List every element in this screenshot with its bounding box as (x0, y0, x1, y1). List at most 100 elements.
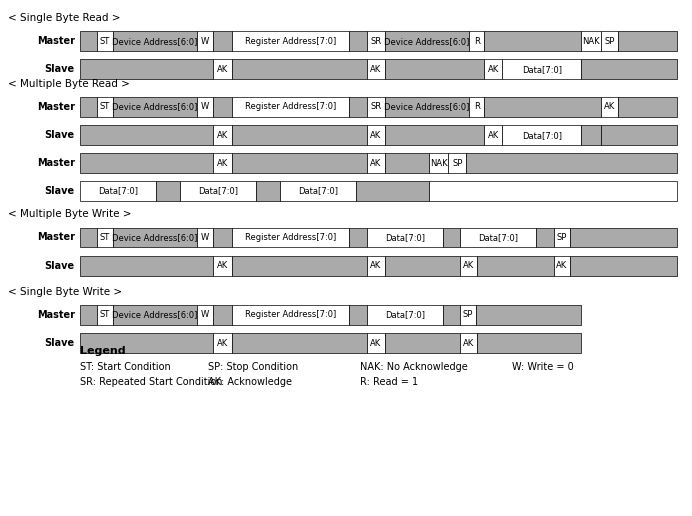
FancyBboxPatch shape (97, 31, 113, 51)
FancyBboxPatch shape (570, 228, 677, 247)
FancyBboxPatch shape (232, 97, 349, 117)
FancyBboxPatch shape (460, 305, 476, 325)
FancyBboxPatch shape (536, 228, 554, 247)
FancyBboxPatch shape (80, 333, 213, 353)
Text: W: W (201, 233, 209, 242)
Text: NAK: NAK (430, 158, 448, 168)
Text: AK: AK (488, 131, 499, 140)
FancyBboxPatch shape (460, 256, 477, 276)
Text: AK: AK (370, 158, 381, 168)
Text: ST: ST (100, 102, 110, 111)
Text: Master: Master (37, 36, 75, 46)
Text: Slave: Slave (44, 261, 75, 271)
FancyBboxPatch shape (460, 333, 477, 353)
Text: SP: SP (604, 37, 614, 46)
Text: < Single Byte Write >: < Single Byte Write > (8, 287, 122, 297)
FancyBboxPatch shape (80, 181, 156, 201)
Text: ST: ST (100, 310, 110, 319)
Text: Slave: Slave (44, 64, 75, 74)
Text: AK: AK (217, 131, 228, 140)
Text: SP: SP (463, 310, 473, 319)
FancyBboxPatch shape (80, 305, 97, 325)
Text: Device Address[6:0]: Device Address[6:0] (384, 37, 470, 46)
FancyBboxPatch shape (484, 31, 581, 51)
FancyBboxPatch shape (213, 59, 232, 79)
Text: SP: SP (453, 158, 462, 168)
FancyBboxPatch shape (232, 333, 367, 353)
Text: AK: AK (370, 261, 381, 270)
Text: Device Address[6:0]: Device Address[6:0] (112, 102, 198, 111)
FancyBboxPatch shape (385, 59, 484, 79)
FancyBboxPatch shape (213, 256, 232, 276)
Text: R: Read = 1: R: Read = 1 (360, 377, 418, 387)
FancyBboxPatch shape (197, 31, 213, 51)
FancyBboxPatch shape (618, 97, 677, 117)
Text: Data[7:0]: Data[7:0] (385, 233, 425, 242)
FancyBboxPatch shape (367, 31, 385, 51)
FancyBboxPatch shape (213, 125, 232, 145)
FancyBboxPatch shape (502, 125, 581, 145)
FancyBboxPatch shape (429, 181, 677, 201)
Text: Data[7:0]: Data[7:0] (298, 186, 338, 196)
FancyBboxPatch shape (367, 333, 385, 353)
FancyBboxPatch shape (349, 97, 367, 117)
FancyBboxPatch shape (570, 256, 677, 276)
Text: SR: SR (370, 102, 381, 111)
Text: SP: Stop Condition: SP: Stop Condition (208, 362, 298, 372)
FancyBboxPatch shape (385, 31, 469, 51)
FancyBboxPatch shape (197, 97, 213, 117)
Text: R: R (474, 37, 480, 46)
Text: Master: Master (37, 158, 75, 168)
Text: AK: AK (603, 102, 615, 111)
FancyBboxPatch shape (80, 228, 97, 247)
FancyBboxPatch shape (232, 125, 367, 145)
Text: Register Address[7:0]: Register Address[7:0] (245, 233, 336, 242)
FancyBboxPatch shape (180, 181, 256, 201)
Text: Register Address[7:0]: Register Address[7:0] (245, 37, 336, 46)
FancyBboxPatch shape (554, 228, 570, 247)
FancyBboxPatch shape (367, 228, 443, 247)
FancyBboxPatch shape (581, 59, 677, 79)
Text: < Multiple Byte Read >: < Multiple Byte Read > (8, 79, 130, 89)
Text: Device Address[6:0]: Device Address[6:0] (384, 102, 470, 111)
FancyBboxPatch shape (385, 97, 469, 117)
Text: R: R (474, 102, 480, 111)
FancyBboxPatch shape (601, 97, 618, 117)
Text: NAK: NAK (582, 37, 600, 46)
FancyBboxPatch shape (80, 59, 213, 79)
FancyBboxPatch shape (349, 228, 367, 247)
Text: Legend: Legend (80, 346, 125, 356)
FancyBboxPatch shape (477, 333, 581, 353)
FancyBboxPatch shape (581, 31, 601, 51)
FancyBboxPatch shape (469, 31, 484, 51)
Text: W: Write = 0: W: Write = 0 (512, 362, 574, 372)
Text: SR: Repeated Start Condition: SR: Repeated Start Condition (80, 377, 222, 387)
Text: < Single Byte Read >: < Single Byte Read > (8, 13, 121, 23)
Text: Data[7:0]: Data[7:0] (522, 131, 562, 140)
FancyBboxPatch shape (256, 181, 280, 201)
FancyBboxPatch shape (443, 305, 460, 325)
FancyBboxPatch shape (484, 125, 502, 145)
FancyBboxPatch shape (97, 305, 113, 325)
FancyBboxPatch shape (476, 305, 581, 325)
FancyBboxPatch shape (443, 228, 460, 247)
FancyBboxPatch shape (466, 153, 677, 173)
FancyBboxPatch shape (80, 256, 213, 276)
FancyBboxPatch shape (213, 305, 232, 325)
FancyBboxPatch shape (469, 97, 484, 117)
FancyBboxPatch shape (80, 153, 213, 173)
Text: Data[7:0]: Data[7:0] (522, 64, 562, 74)
Text: AK: AK (217, 261, 228, 270)
FancyBboxPatch shape (113, 31, 197, 51)
Text: Slave: Slave (44, 338, 75, 348)
Text: ST: Start Condition: ST: Start Condition (80, 362, 170, 372)
FancyBboxPatch shape (213, 333, 232, 353)
FancyBboxPatch shape (385, 125, 484, 145)
FancyBboxPatch shape (156, 181, 180, 201)
Text: Data[7:0]: Data[7:0] (385, 310, 425, 319)
Text: W: W (201, 37, 209, 46)
Text: SR: SR (370, 37, 381, 46)
FancyBboxPatch shape (460, 228, 536, 247)
FancyBboxPatch shape (80, 31, 97, 51)
FancyBboxPatch shape (80, 97, 97, 117)
